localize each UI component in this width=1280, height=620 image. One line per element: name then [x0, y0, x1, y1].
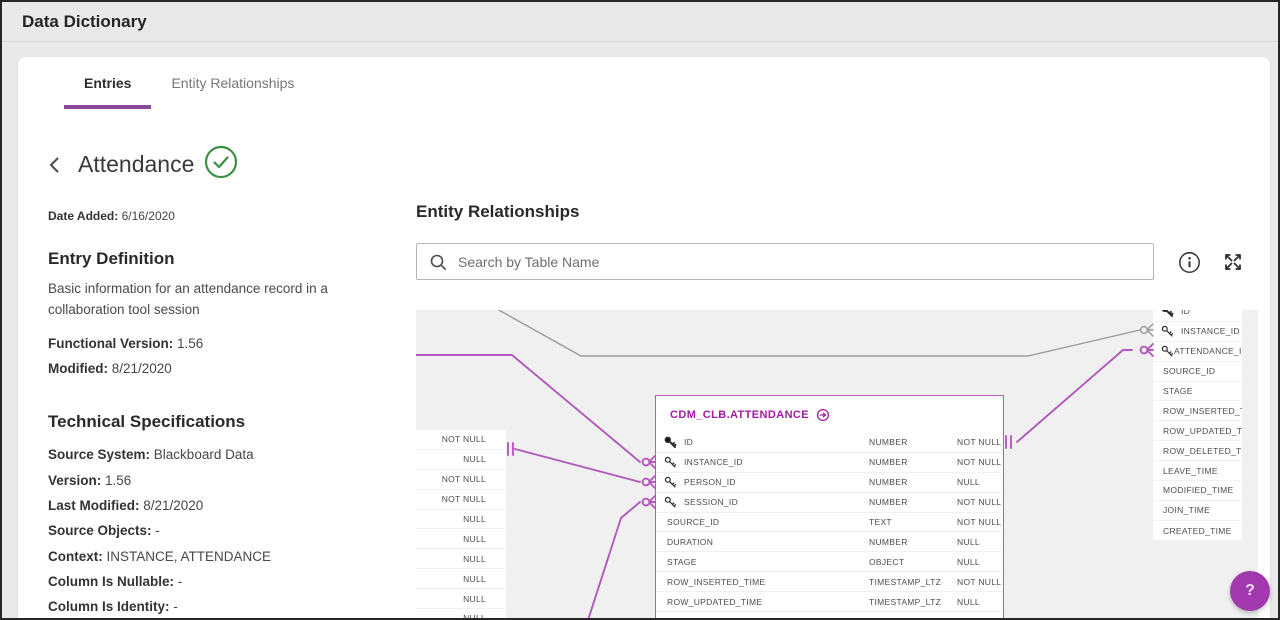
tech-specs-heading: Technical Specifications [48, 412, 246, 432]
help-button[interactable]: ? [1230, 571, 1270, 611]
tab-bar: Entries Entity Relationships [18, 57, 314, 109]
tab-entity-relationships-label: Entity Relationships [171, 75, 295, 91]
spec-field: Context: INSTANCE, ATTENDANCE [48, 548, 272, 564]
foreign-key-icon [664, 456, 677, 468]
er-row: MODIFIED_TIME [1153, 481, 1242, 501]
definition-field: Modified: 8/21/2020 [48, 361, 172, 377]
er-row: JOIN_TIME [1153, 501, 1242, 521]
app-header: Data Dictionary [2, 2, 1278, 42]
er-row: ATTENDANCE_ID [1153, 342, 1242, 362]
definition-field: Functional Version: 1.56 [48, 335, 204, 351]
er-row: NULL [416, 529, 506, 550]
er-row: LEAVE_TIME [1153, 461, 1242, 482]
entry-definition-heading: Entry Definition [48, 249, 175, 268]
er-row: DURATION NUMBER NULL [656, 532, 1003, 553]
foreign-key-icon [1161, 325, 1174, 337]
entity-relationships-heading: Entity Relationships [416, 202, 580, 221]
er-table-title: CDM_CLB.ATTENDANCE [670, 408, 809, 421]
er-row: ROW_INSERTED_TIME TIMESTAMP_LTZ NOT NULL [656, 572, 1003, 593]
entry-title: Attendance [78, 151, 195, 177]
tech-specs-fields: Source System: Blackboard Data Version: 1… [48, 447, 388, 618]
active-tab-underline [64, 105, 152, 109]
spec-field: Source System: Blackboard Data [48, 447, 254, 463]
er-row: STAGE OBJECT NULL [656, 552, 1003, 573]
spec-field: Column Is Nullable: - [48, 573, 183, 589]
foreign-key-icon [664, 496, 677, 508]
er-row: NOT NULL [416, 430, 506, 450]
er-row: ROW_DELETED_TIME [1153, 441, 1242, 462]
er-row: NULL [416, 609, 506, 618]
er-row: CREATED_TIME [1163, 525, 1232, 536]
er-row: ROW_UPDATED_TIME TIMESTAMP_LTZ NULL [656, 592, 1003, 613]
date-added: Date Added: 6/16/2020 [48, 209, 175, 223]
spec-field: Last Modified: 8/21/2020 [48, 498, 204, 514]
er-table-left-partial[interactable]: NOT NULL NULL NOT NULL NOT NULL NULL NULL NULL… [416, 430, 506, 618]
entry-detail-panel: Attendance Date Added: 6/16/2020 Entry D… [48, 145, 388, 618]
spec-field: Column Is Identity: - [48, 599, 178, 615]
circle-arrow-icon[interactable] [816, 408, 830, 422]
primary-key-icon [664, 436, 677, 448]
er-row: PERSON_ID NUMBER NULL [656, 473, 1003, 493]
er-row: ID NUMBER NOT NULL [656, 433, 1003, 453]
er-row: ROW_INSERTED_TIME [1153, 401, 1242, 422]
page-title: Data Dictionary [22, 12, 147, 31]
er-table-attendance[interactable]: CDM_CLB.ATTENDANCE ID NUMBER NOT NULL INST… [655, 395, 1004, 618]
er-row: NULL [416, 589, 506, 610]
primary-key-icon [1161, 310, 1174, 317]
spec-field: Version: 1.56 [48, 472, 132, 488]
er-row: SESSION_ID NUMBER NOT NULL [656, 493, 1003, 513]
er-row: NULL [416, 569, 506, 590]
chevron-left-icon [49, 156, 59, 173]
info-icon[interactable] [1176, 249, 1202, 275]
back-button[interactable] [48, 155, 62, 175]
entry-definition-fields: Functional Version: 1.56 Modified: 8/21/2… [48, 336, 388, 387]
check-circle-icon [204, 145, 238, 184]
er-row: INSTANCE_ID [1153, 322, 1242, 342]
er-diagram[interactable]: NOT NULL NULL NOT NULL NOT NULL NULL NULL NULL… [416, 310, 1258, 618]
er-row: NULL [416, 510, 506, 530]
er-row: NULL [416, 450, 506, 470]
er-table-attendance-header: CDM_CLB.ATTENDANCE [656, 396, 1003, 433]
entry-definition-description: Basic information for an attendance reco… [48, 281, 328, 317]
er-row: SOURCE_ID [1153, 362, 1242, 382]
spec-field: Source Objects: - [48, 523, 160, 539]
expand-icon[interactable] [1220, 249, 1246, 275]
er-row: INSTANCE_ID NUMBER NOT NULL [656, 453, 1003, 473]
er-row: ROW_UPDATED_TIME [1153, 421, 1242, 442]
er-row: ID [1153, 310, 1242, 322]
table-search[interactable] [416, 243, 1154, 280]
er-table-right-partial[interactable]: ID INSTANCE_ID ATTENDANCE_ID SOURCE_ID STA… [1153, 310, 1242, 540]
er-row: NOT NULL [416, 490, 506, 510]
tab-entity-relationships[interactable]: Entity Relationships [151, 57, 314, 109]
tab-entries[interactable]: Entries [64, 57, 152, 109]
foreign-key-icon [664, 476, 677, 488]
er-row: NULL [416, 549, 506, 570]
er-row: STAGE [1153, 382, 1242, 402]
tab-entries-label: Entries [84, 75, 132, 91]
search-input[interactable] [456, 252, 1141, 271]
er-row: SOURCE_ID TEXT NOT NULL [656, 513, 1003, 533]
er-row: NOT NULL [416, 470, 506, 490]
search-icon [430, 254, 447, 270]
content-card: Entries Entity Relationships Attendance … [18, 57, 1270, 618]
foreign-key-icon [1161, 345, 1174, 357]
